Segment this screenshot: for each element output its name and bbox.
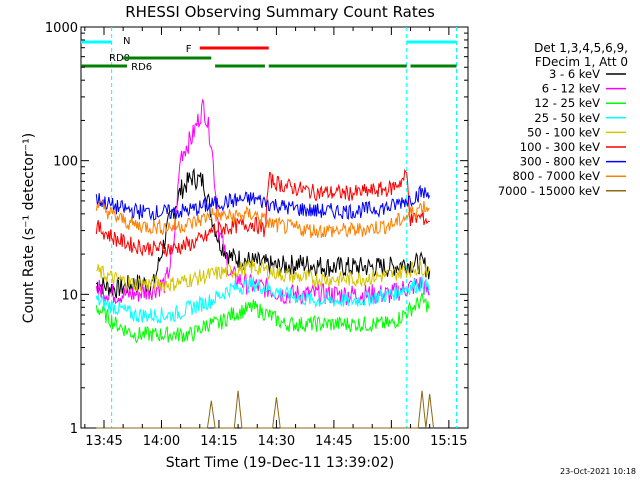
- series-line-50-100-kev: [95, 259, 431, 293]
- legend-entry-label: 25 - 50 keV: [534, 111, 600, 125]
- x-tick-label: 15:00: [373, 434, 410, 449]
- x-tick-label: 14:45: [315, 434, 352, 449]
- x-tick-label: 15:15: [430, 434, 467, 449]
- legend-entry-label: 800 - 7000 keV: [512, 169, 600, 183]
- legend-header-line: FDecim 1, Att 0: [535, 55, 628, 69]
- axes: 13:45 14:00 14:15 14:30 14:45 15:00 15:15 1 10 10…: [45, 21, 469, 449]
- timestamp: 23-Oct-2021 10:18: [560, 467, 636, 476]
- legend-entry-label: 7000 - 15000 keV: [498, 184, 600, 198]
- y-axis-label: Count Rate (s⁻¹ detector⁻¹): [21, 133, 37, 323]
- legend-entry-label: 100 - 300 keV: [520, 140, 600, 154]
- series-line-7000-15000-kev: [96, 390, 434, 429]
- series-line-12-25-kev: [95, 292, 430, 344]
- y-tick-label: 10: [61, 288, 78, 303]
- x-tick-label: 13:45: [85, 434, 122, 449]
- legend-header-line: Det 1,3,4,5,6,9,: [534, 41, 628, 55]
- y-tick-label: 1000: [45, 21, 78, 36]
- x-tick-label: 14:30: [258, 434, 295, 449]
- legend-entry-label: 300 - 800 keV: [520, 155, 600, 169]
- series-line-300-800-kev: [95, 184, 431, 222]
- x-tick-label: 14:00: [143, 434, 180, 449]
- flag-label-rd6: RD6: [131, 62, 152, 73]
- flag-label-n: N: [123, 36, 130, 47]
- series-line-800-7000-kev: [95, 200, 430, 239]
- flag-label-rd0: RD0: [109, 53, 130, 64]
- plot-frame: [80, 26, 469, 429]
- x-axis-label: Start Time (19-Dec-11 13:39:02): [166, 455, 394, 471]
- legend-entry-label: 6 - 12 keV: [542, 82, 600, 96]
- y-tick-label: 1: [70, 422, 78, 437]
- legend-entry-label: 12 - 25 keV: [534, 96, 600, 110]
- series-line-6-12-kev: [95, 98, 430, 307]
- legend-entry-label: 50 - 100 keV: [527, 125, 600, 139]
- y-tick-label: 100: [53, 155, 78, 170]
- series-layer: [95, 98, 434, 429]
- chart-title: RHESSI Observing Summary Count Rates: [125, 3, 435, 21]
- flag-label-f: F: [186, 44, 192, 55]
- x-tick-label: 14:15: [200, 434, 237, 449]
- legend-entry-label: 3 - 6 keV: [549, 67, 600, 81]
- series-line-3-6-kev: [95, 167, 431, 299]
- legend: Det 1,3,4,5,6,9,FDecim 1, Att 03 - 6 keV…: [498, 41, 628, 198]
- series-line-25-50-kev: [95, 276, 431, 324]
- series-line-100-300-kev: [95, 168, 430, 257]
